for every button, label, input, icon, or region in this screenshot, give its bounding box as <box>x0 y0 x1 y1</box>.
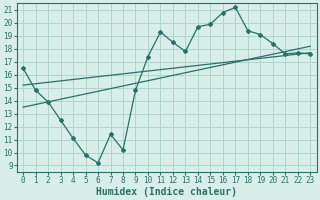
X-axis label: Humidex (Indice chaleur): Humidex (Indice chaleur) <box>96 186 237 197</box>
